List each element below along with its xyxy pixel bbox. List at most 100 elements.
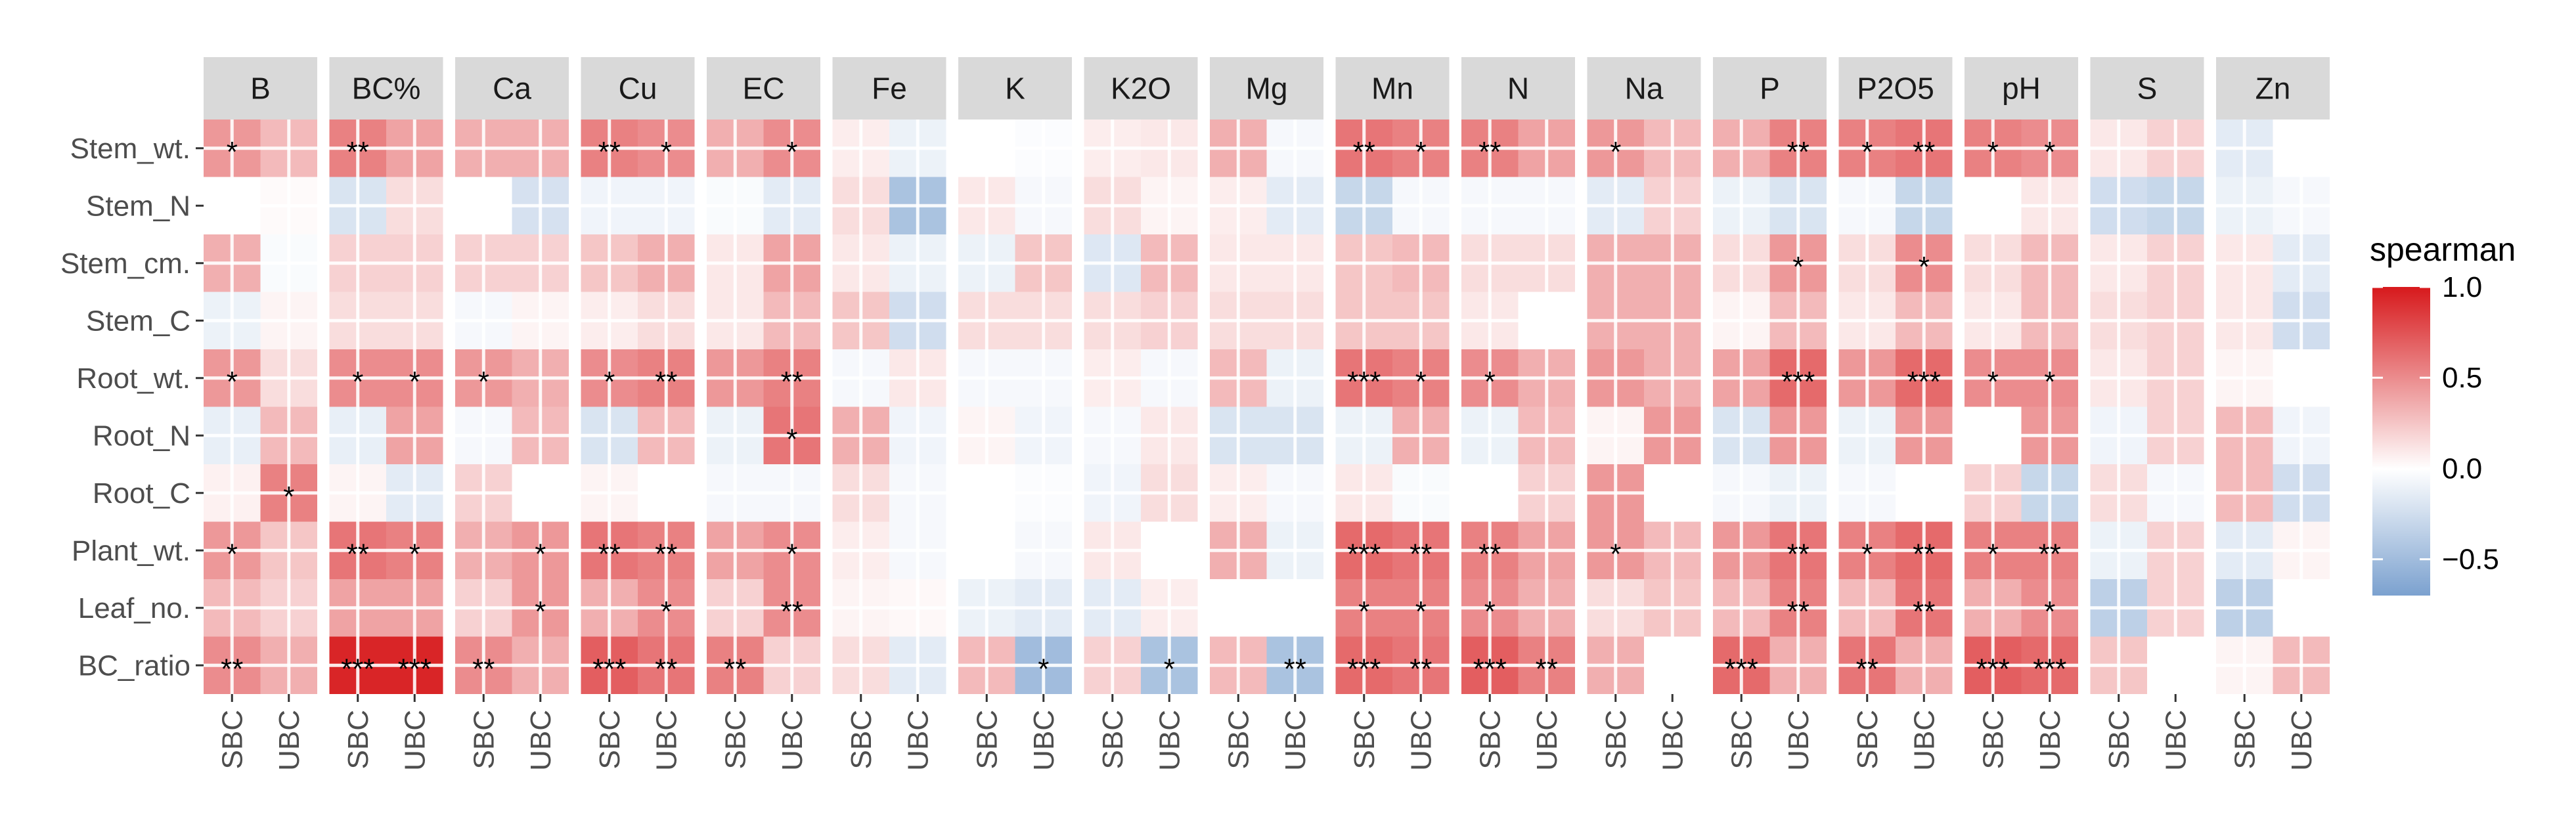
- significance-label: ***: [1347, 366, 1381, 398]
- significance-label: **: [598, 136, 621, 168]
- facet-strip: [958, 57, 1072, 120]
- x-tick-label: SBC: [1852, 710, 1884, 769]
- x-tick-label: UBC: [2034, 710, 2066, 771]
- facet-strip: [204, 57, 317, 120]
- y-tick-label: Root_wt.: [76, 362, 190, 395]
- significance-label: *: [661, 136, 672, 168]
- significance-label: *: [283, 481, 294, 513]
- significance-label: ***: [398, 653, 432, 685]
- x-tick-label: SBC: [468, 710, 500, 769]
- facet-label: N: [1507, 72, 1529, 106]
- significance-label: **: [1913, 596, 1935, 628]
- significance-label: **: [472, 653, 495, 685]
- significance-label: *: [1919, 251, 1930, 283]
- significance-label: *: [1038, 653, 1049, 685]
- significance-label: **: [1787, 136, 1810, 168]
- legend: spearman 1.0 0.5 0.0 −0.5: [2370, 231, 2516, 596]
- x-tick-label: SBC: [2103, 710, 2135, 769]
- x-tick-label: SBC: [1600, 710, 1632, 769]
- significance-label: *: [1861, 538, 1873, 570]
- significance-label: **: [221, 653, 243, 685]
- facet-label: Ca: [493, 72, 531, 106]
- significance-label: ***: [1907, 366, 1941, 398]
- significance-label: **: [1856, 653, 1878, 685]
- significance-label: **: [781, 596, 803, 628]
- facet-label: pH: [2002, 72, 2041, 106]
- significance-label: *: [227, 538, 238, 570]
- facet-strip: [2216, 57, 2330, 120]
- legend-tick-label: −0.5: [2442, 544, 2499, 576]
- legend-tick-label: 1.0: [2442, 271, 2482, 303]
- significance-label: **: [1410, 538, 1432, 570]
- significance-label: *: [786, 538, 797, 570]
- x-tick-label: UBC: [525, 710, 557, 771]
- significance-label: *: [604, 366, 615, 398]
- facet-strip: [1461, 57, 1575, 120]
- significance-label: ***: [1725, 653, 1758, 685]
- significance-label: *: [1164, 653, 1175, 685]
- significance-label: **: [781, 366, 803, 398]
- significance-label: **: [1478, 136, 1501, 168]
- x-tick-label: UBC: [902, 710, 934, 771]
- y-tick-label: Stem_wt.: [70, 133, 190, 165]
- significance-label: **: [655, 653, 677, 685]
- facet-panel: EC*********SBC UBC: [707, 57, 820, 771]
- significance-label: *: [409, 538, 420, 570]
- y-tick-label: Stem_cm.: [60, 248, 190, 280]
- significance-label: **: [2039, 538, 2061, 570]
- facet-strip: [455, 57, 569, 120]
- x-tick-label: UBC: [399, 710, 431, 771]
- y-tick-label: BC_ratio: [78, 649, 190, 682]
- significance-label: *: [227, 366, 238, 398]
- facet-panel: Cu** ** **** ****** **SBC UBC: [581, 57, 695, 771]
- facet-panel: P2O5* ******* ******SBC UBC: [1838, 57, 1953, 771]
- facet-label: S: [2137, 72, 2158, 106]
- facet-panel: Zn SBC UBC: [2216, 57, 2330, 771]
- significance-label: ***: [2033, 653, 2066, 685]
- x-tick-label: SBC: [1348, 710, 1381, 769]
- significance-label: *: [409, 366, 420, 398]
- facet-panel: Mg ** SBC UBC: [1210, 57, 1323, 771]
- facet-strip: [1587, 57, 1701, 120]
- significance-label: *: [786, 423, 797, 455]
- facet-panel: S SBC UBC: [2090, 57, 2204, 771]
- y-tick-label: Plant_wt.: [72, 534, 190, 567]
- facet-panel: Mn** **** **** *** **** **SBC UBC: [1335, 57, 1450, 771]
- x-tick-label: UBC: [776, 710, 809, 771]
- significance-label: *: [535, 596, 546, 628]
- y-tick-label: Stem_C: [86, 305, 190, 337]
- x-tick-label: UBC: [1028, 710, 1060, 771]
- significance-label: **: [1913, 538, 1935, 570]
- significance-label: *: [1415, 596, 1427, 628]
- significance-label: ***: [1347, 653, 1381, 685]
- facet-panel: K2O * SBC UBC: [1084, 57, 1198, 771]
- significance-label: **: [1913, 136, 1935, 168]
- significance-label: **: [724, 653, 746, 685]
- significance-label: *: [1988, 366, 1999, 398]
- y-tick-label: Leaf_no.: [78, 592, 190, 624]
- significance-label: ***: [1976, 653, 2010, 685]
- facet-panel: B******SBC UBC: [204, 57, 317, 771]
- significance-label: **: [655, 538, 677, 570]
- significance-label: *: [227, 136, 238, 168]
- x-tick-label: UBC: [1531, 710, 1563, 771]
- significance-label: **: [347, 538, 369, 570]
- x-tick-label: SBC: [1474, 710, 1506, 769]
- significance-label: ***: [1473, 653, 1507, 685]
- x-tick-label: SBC: [342, 710, 374, 769]
- facet-panel: P*************SBC UBC: [1713, 57, 1827, 771]
- facet-strip: [329, 57, 443, 120]
- significance-label: *: [1358, 596, 1369, 628]
- significance-label: *: [1484, 366, 1496, 398]
- facet-strip: [1965, 57, 2078, 120]
- x-tick-label: SBC: [1222, 710, 1255, 769]
- facet-strip: [581, 57, 695, 120]
- y-tick-label: Root_C: [93, 477, 190, 510]
- x-tick-label: UBC: [2286, 710, 2318, 771]
- x-tick-label: SBC: [1977, 710, 2009, 769]
- facet-strip: [1084, 57, 1198, 120]
- facet-panel: BC%*** *** **** ***SBC UBC: [329, 57, 443, 771]
- facet-strip: [1210, 57, 1323, 120]
- significance-label: *: [1484, 596, 1496, 628]
